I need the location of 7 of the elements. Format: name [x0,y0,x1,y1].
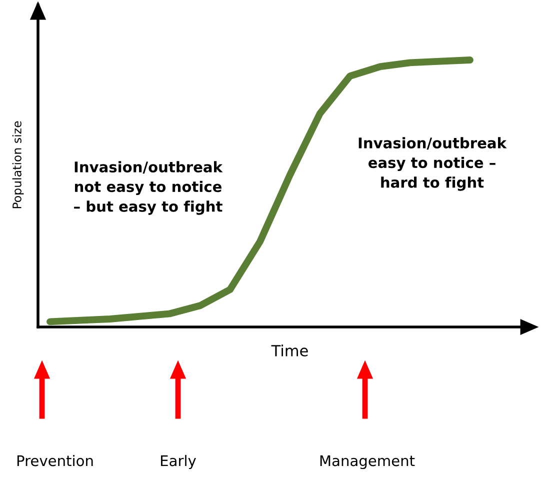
text: Early [161,454,196,470]
annotation: Invasion/outbreak not easy to notice – but easy to fight [74,161,223,215]
text: Prevention [17,454,93,466]
text: Management [320,455,415,470]
x-axis-title: Time [271,344,308,356]
annotation: Invasion/outbreak easy to notice – hard to fight [358,137,507,191]
y-axis-title: Population size [12,121,24,208]
